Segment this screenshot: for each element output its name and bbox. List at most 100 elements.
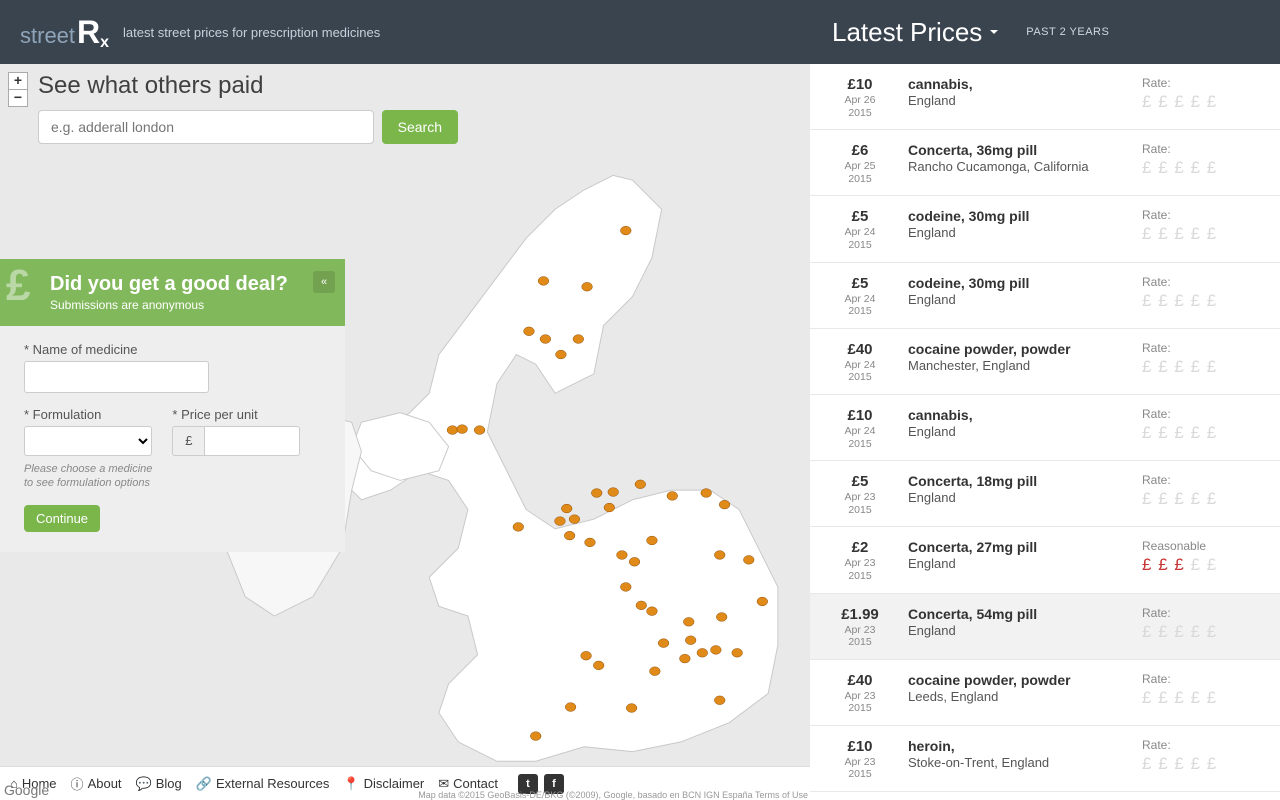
rating-stars[interactable]: £ £ £ £ £: [1142, 158, 1262, 178]
map-marker[interactable]: [556, 350, 567, 359]
price-date: Apr 232015: [828, 756, 892, 781]
site-logo[interactable]: street R x: [20, 14, 109, 51]
price-row[interactable]: £20Apr 232015cocaine powder, powderSheff…: [810, 792, 1280, 800]
map-marker[interactable]: [581, 651, 592, 660]
map-marker[interactable]: [743, 555, 754, 564]
search-input[interactable]: [38, 110, 374, 144]
map-marker[interactable]: [617, 551, 628, 560]
map-marker[interactable]: [555, 517, 566, 526]
zoom-in-button[interactable]: +: [8, 72, 28, 90]
logo-text-x: x: [100, 34, 109, 52]
map-marker[interactable]: [683, 617, 694, 626]
price-row[interactable]: £5Apr 242015codeine, 30mg pillEnglandRat…: [810, 196, 1280, 262]
map-marker[interactable]: [620, 226, 631, 235]
rating-stars[interactable]: £ £ £ £ £: [1142, 622, 1262, 642]
rating-stars[interactable]: £ £ £ £ £: [1142, 224, 1262, 244]
map-marker[interactable]: [714, 696, 725, 705]
map-marker[interactable]: [719, 500, 730, 509]
map-marker[interactable]: [626, 704, 637, 713]
medicine-location: Manchester, England: [908, 358, 1142, 373]
map-marker[interactable]: [650, 667, 661, 676]
map-marker[interactable]: [564, 531, 575, 540]
medicine-location: England: [908, 623, 1142, 638]
zoom-out-button[interactable]: −: [8, 89, 28, 107]
map-marker[interactable]: [561, 504, 572, 513]
map-marker[interactable]: [629, 557, 640, 566]
map-marker[interactable]: [474, 426, 485, 435]
map-marker[interactable]: [582, 282, 593, 291]
map-marker[interactable]: [620, 583, 631, 592]
price-row[interactable]: £6Apr 252015Concerta, 36mg pillRancho Cu…: [810, 130, 1280, 196]
external-link[interactable]: 🔗External Resources: [196, 776, 330, 792]
map-marker[interactable]: [457, 425, 468, 434]
rating-label: Rate:: [1142, 76, 1262, 90]
rating-stars[interactable]: £ £ £ £ £: [1142, 357, 1262, 377]
map-marker[interactable]: [604, 503, 615, 512]
map-marker[interactable]: [716, 613, 727, 622]
rating-stars[interactable]: £ £ £ £ £: [1142, 489, 1262, 509]
search-button[interactable]: Search: [382, 110, 458, 144]
currency-prefix: £: [172, 426, 204, 456]
about-link[interactable]: ⓘAbout: [71, 774, 122, 793]
map-marker[interactable]: [667, 492, 678, 501]
map-marker[interactable]: [538, 277, 549, 286]
price-row[interactable]: £10Apr 232015heroin,Stoke-on-Trent, Engl…: [810, 726, 1280, 792]
price-input[interactable]: [204, 426, 300, 456]
time-filter[interactable]: PAST 2 YEARS: [1026, 26, 1109, 38]
map-marker[interactable]: [658, 639, 669, 648]
price-list[interactable]: £10Apr 262015cannabis,EnglandRate:£ £ £ …: [810, 64, 1280, 800]
map-marker[interactable]: [593, 661, 604, 670]
price-row[interactable]: £10Apr 262015cannabis,EnglandRate:£ £ £ …: [810, 64, 1280, 130]
map-marker[interactable]: [757, 597, 768, 606]
rating-stars[interactable]: £ £ £ £ £: [1142, 555, 1262, 575]
rating-stars[interactable]: £ £ £ £ £: [1142, 688, 1262, 708]
map-marker[interactable]: [585, 538, 596, 547]
rating-stars[interactable]: £ £ £ £ £: [1142, 754, 1262, 774]
map-marker[interactable]: [524, 327, 535, 336]
prices-sort-dropdown[interactable]: Latest Prices: [832, 17, 998, 48]
map-marker[interactable]: [647, 536, 658, 545]
continue-button[interactable]: Continue: [24, 505, 100, 532]
price-row[interactable]: £5Apr 242015codeine, 30mg pillEnglandRat…: [810, 263, 1280, 329]
medicine-location: England: [908, 292, 1142, 307]
price-date: Apr 232015: [828, 491, 892, 516]
medicine-location: Rancho Cucamonga, California: [908, 159, 1142, 174]
map-marker[interactable]: [647, 607, 658, 616]
rating-stars[interactable]: £ £ £ £ £: [1142, 423, 1262, 443]
map-marker[interactable]: [530, 732, 541, 741]
map-marker[interactable]: [714, 551, 725, 560]
map-marker[interactable]: [680, 654, 691, 663]
map-marker[interactable]: [697, 648, 708, 657]
map-marker[interactable]: [711, 646, 722, 655]
map-marker[interactable]: [608, 488, 619, 497]
submit-deal-panel: £ Did you get a good deal? Submissions a…: [0, 259, 345, 552]
disclaimer-link[interactable]: 📍Disclaimer: [343, 776, 424, 792]
logo-text-street: street: [20, 23, 75, 49]
price-row[interactable]: £40Apr 232015cocaine powder, powderLeeds…: [810, 660, 1280, 726]
map-marker[interactable]: [636, 601, 647, 610]
map-marker[interactable]: [732, 648, 743, 657]
price-row[interactable]: £1.99Apr 232015Concerta, 54mg pillEnglan…: [810, 594, 1280, 660]
price-row[interactable]: £10Apr 242015cannabis,EnglandRate:£ £ £ …: [810, 395, 1280, 461]
medicine-name: Concerta, 27mg pill: [908, 539, 1142, 555]
map-marker[interactable]: [447, 426, 458, 435]
collapse-button[interactable]: «: [313, 271, 335, 293]
medicine-name-input[interactable]: [24, 361, 209, 393]
price-row[interactable]: £40Apr 242015cocaine powder, powderManch…: [810, 329, 1280, 395]
price-amount: £5: [828, 275, 892, 292]
map-marker[interactable]: [591, 489, 602, 498]
map-marker[interactable]: [685, 636, 696, 645]
map-marker[interactable]: [701, 489, 712, 498]
rating-stars[interactable]: £ £ £ £ £: [1142, 291, 1262, 311]
map-marker[interactable]: [573, 335, 584, 344]
formulation-select[interactable]: [24, 426, 152, 456]
map-marker[interactable]: [540, 335, 551, 344]
price-row[interactable]: £5Apr 232015Concerta, 18mg pillEnglandRa…: [810, 461, 1280, 527]
rating-stars[interactable]: £ £ £ £ £: [1142, 92, 1262, 112]
map-marker[interactable]: [565, 703, 576, 712]
map-marker[interactable]: [513, 523, 524, 532]
blog-link[interactable]: 💬Blog: [136, 776, 182, 792]
map-marker[interactable]: [569, 515, 580, 524]
map-marker[interactable]: [635, 480, 646, 489]
price-row[interactable]: £2Apr 232015Concerta, 27mg pillEnglandRe…: [810, 527, 1280, 593]
